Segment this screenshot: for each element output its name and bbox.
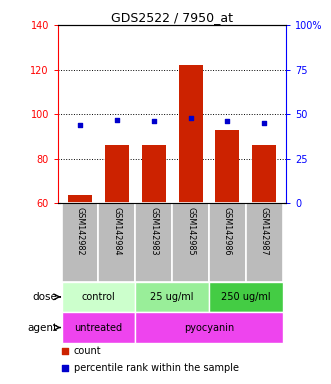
Text: count: count	[74, 346, 102, 356]
Point	[261, 120, 267, 126]
Bar	[62, 312, 135, 343]
Bar	[98, 204, 135, 281]
Text: GSM142985: GSM142985	[186, 207, 195, 256]
Bar	[209, 204, 246, 281]
Text: agent: agent	[27, 323, 57, 333]
Text: GSM142986: GSM142986	[223, 207, 232, 256]
Text: 25 ug/ml: 25 ug/ml	[150, 292, 194, 302]
Point	[114, 116, 119, 122]
Bar	[68, 195, 92, 204]
Point	[62, 365, 68, 371]
Text: 250 ug/ml: 250 ug/ml	[221, 292, 271, 302]
Bar	[215, 130, 239, 204]
Text: control: control	[81, 292, 115, 302]
Bar	[135, 281, 209, 312]
Bar	[209, 281, 283, 312]
Text: GSM142984: GSM142984	[112, 207, 121, 256]
Bar	[62, 204, 98, 281]
Bar	[252, 146, 276, 204]
Text: percentile rank within the sample: percentile rank within the sample	[74, 363, 239, 373]
Bar	[62, 281, 135, 312]
Bar	[142, 146, 166, 204]
Text: GSM142982: GSM142982	[75, 207, 84, 256]
Bar	[178, 65, 203, 204]
Bar	[135, 312, 283, 343]
Bar	[105, 146, 129, 204]
Point	[188, 115, 193, 121]
Point	[62, 348, 68, 354]
Bar	[246, 204, 283, 281]
Text: dose: dose	[32, 292, 57, 302]
Text: GSM142987: GSM142987	[260, 207, 269, 256]
Text: GSM142983: GSM142983	[149, 207, 158, 256]
Text: untreated: untreated	[74, 323, 122, 333]
Point	[77, 122, 83, 128]
Point	[151, 118, 156, 124]
Bar	[135, 204, 172, 281]
Title: GDS2522 / 7950_at: GDS2522 / 7950_at	[111, 11, 233, 24]
Text: pyocyanin: pyocyanin	[184, 323, 234, 333]
Point	[225, 118, 230, 124]
Bar	[172, 204, 209, 281]
